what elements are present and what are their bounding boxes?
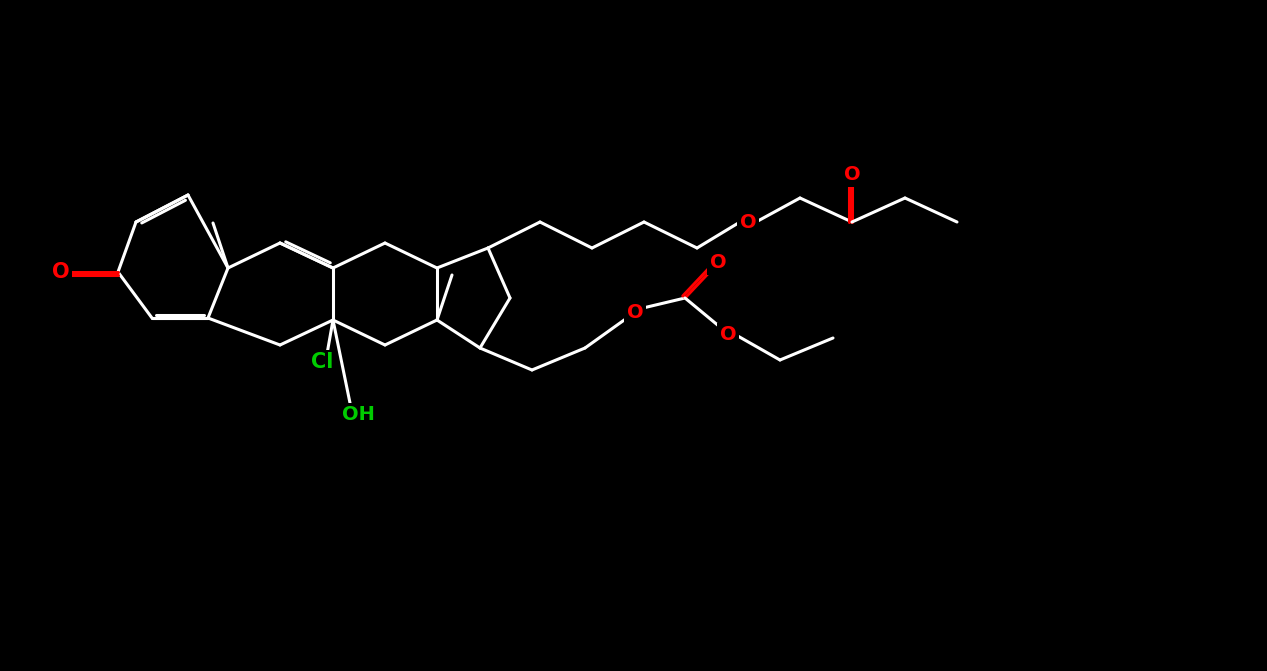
Text: Cl: Cl: [310, 352, 333, 372]
Text: OH: OH: [342, 405, 375, 425]
Text: O: O: [740, 213, 756, 231]
Text: O: O: [52, 262, 70, 282]
Text: O: O: [710, 254, 726, 272]
Text: O: O: [720, 325, 736, 344]
Text: O: O: [844, 166, 860, 185]
Text: O: O: [627, 303, 644, 323]
